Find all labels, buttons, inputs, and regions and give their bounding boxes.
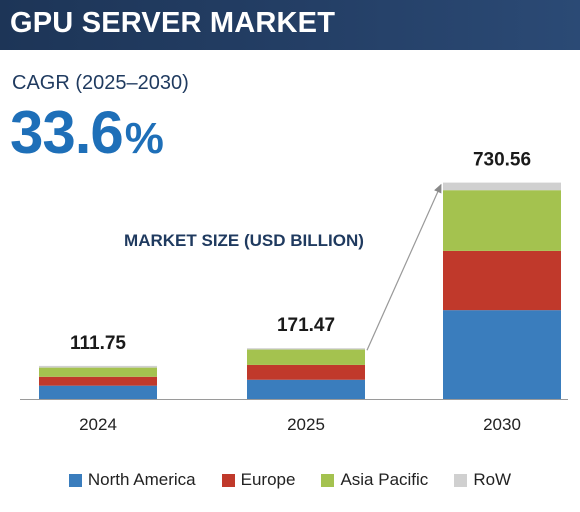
x-tick-label-2030: 2030 xyxy=(483,415,521,434)
bar-2024-asia-pacific xyxy=(39,367,157,377)
legend-item-europe: Europe xyxy=(221,470,296,490)
chart-title: MARKET SIZE (USD BILLION) xyxy=(124,231,364,250)
x-tick-label-2024: 2024 xyxy=(79,415,117,434)
page-title: GPU SERVER MARKET xyxy=(10,7,336,39)
legend-label: Europe xyxy=(240,470,296,489)
bars-group: 111.75 2024 171.47 2025 730.56 2030 xyxy=(39,150,561,434)
bar-2024-north-america xyxy=(39,385,157,399)
legend-swatch xyxy=(321,473,335,487)
cagr-label: CAGR (2025–2030) xyxy=(12,72,189,94)
x-tick-label-2025: 2025 xyxy=(287,415,325,434)
cagr-number: 33.6 xyxy=(10,99,124,166)
legend-swatch xyxy=(454,473,468,487)
total-label-2030: 730.56 xyxy=(473,150,531,171)
cagr-value: 33.6% xyxy=(10,98,164,167)
legend: North America Europe Asia Pacific RoW xyxy=(0,466,580,494)
bar-2025-asia-pacific xyxy=(247,349,365,365)
total-label-2025: 171.47 xyxy=(277,315,335,336)
legend-item-row: RoW xyxy=(454,470,511,490)
legend-item-north-america: North America xyxy=(68,470,196,490)
bar-2030-row xyxy=(443,182,561,191)
legend-label: Asia Pacific xyxy=(340,470,429,489)
bar-2025-row xyxy=(247,348,365,350)
legend-label: RoW xyxy=(473,470,512,489)
legend-item-asia-pacific: Asia Pacific xyxy=(321,470,428,490)
legend-label: North America xyxy=(87,470,196,489)
header-banner: GPU SERVER MARKET xyxy=(0,0,580,50)
bar-2030-europe xyxy=(443,250,561,311)
bar-2030-asia-pacific xyxy=(443,190,561,251)
bar-2025-europe xyxy=(247,364,365,380)
legend-swatch xyxy=(68,473,82,487)
growth-arrow xyxy=(366,183,442,351)
legend-swatch xyxy=(221,473,235,487)
bar-2030-north-america xyxy=(443,310,561,399)
cagr-unit: % xyxy=(124,114,164,163)
total-label-2024: 111.75 xyxy=(70,333,126,354)
bar-2025-north-america xyxy=(247,379,365,399)
bar-2024-europe xyxy=(39,376,157,386)
bar-2024-row xyxy=(39,365,157,368)
